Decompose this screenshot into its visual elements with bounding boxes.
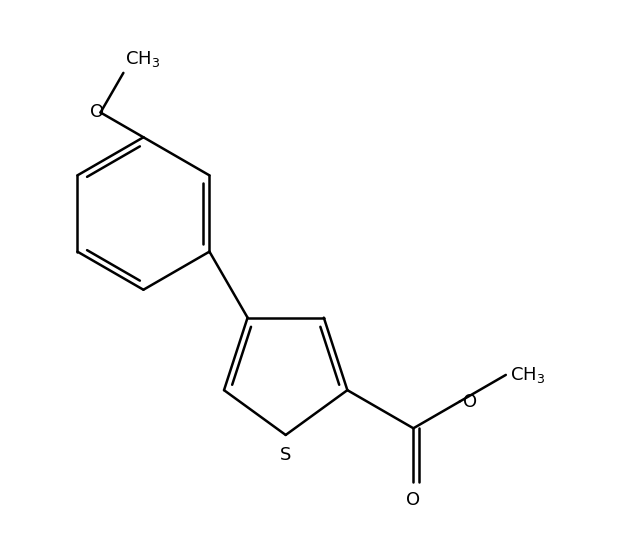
Text: O: O <box>406 491 420 509</box>
Text: O: O <box>90 104 104 121</box>
Text: CH$_3$: CH$_3$ <box>509 365 545 385</box>
Text: S: S <box>280 447 291 464</box>
Text: O: O <box>463 392 477 411</box>
Text: CH$_3$: CH$_3$ <box>125 49 160 69</box>
